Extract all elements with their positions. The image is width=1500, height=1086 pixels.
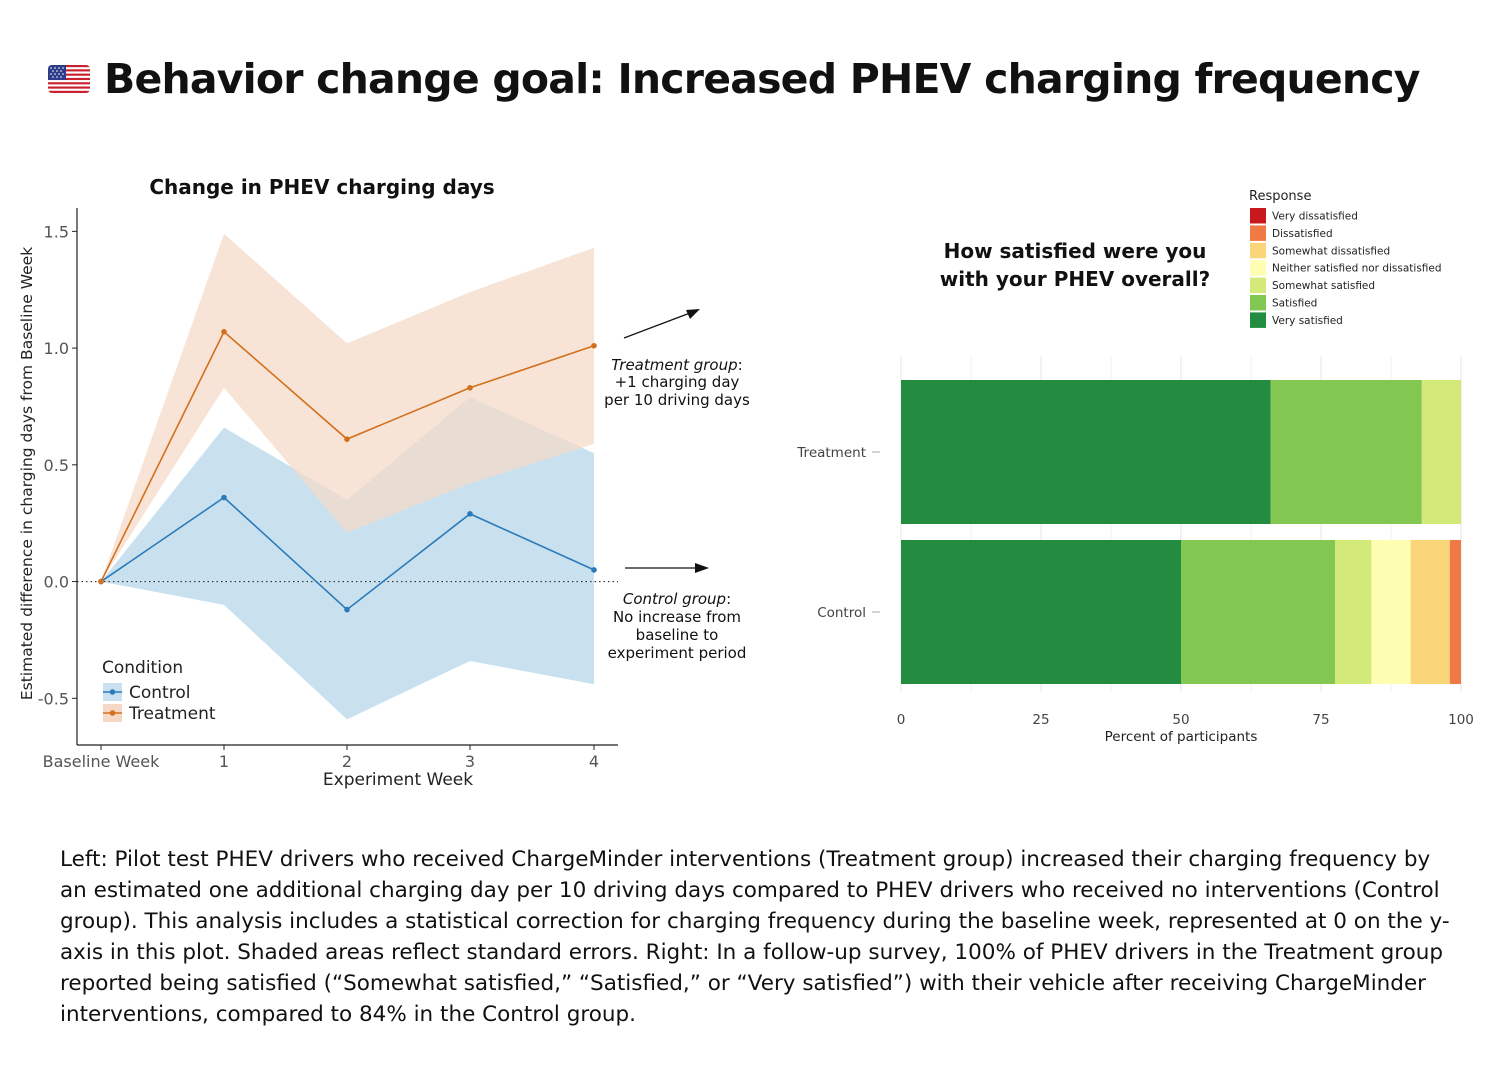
legend-label-treatment: Treatment [128,704,216,724]
us-flag-icon [48,65,90,93]
line-chart: Change in PHEV charging days -0.5 0.0 0.5 1.… [18,175,750,790]
x-tick-label: 100 [1448,712,1474,728]
stacked-bar-chart: Treatment Control 0 25 50 75 100 Percent of par… [796,189,1474,745]
annotation-treatment-line: +1 charging day [615,373,740,391]
y-axis-label: Estimated difference in charging days fr… [18,247,36,700]
bar-segment-control-neither-satisfied-nor-dissatisfied [1371,540,1411,684]
y-tick-label: 0.0 [44,573,69,592]
control-arrow-head [695,563,709,573]
legend-label-satisfied: Satisfied [1272,298,1317,310]
y-tick-label: 1.5 [44,222,69,241]
data-point-treatment [591,342,597,349]
legend-label-control: Control [129,683,190,703]
data-point-treatment [344,436,350,442]
y-tick-label-treatment: Treatment [796,445,866,461]
legend-label-very-satisfied: Very satisfied [1272,315,1343,327]
annotation-control-line: experiment period [608,644,747,662]
x-tick-label: 3 [465,752,475,771]
legend-title: Response [1249,189,1311,204]
bar-chart-title-line: with your PHEV overall? [940,267,1210,291]
data-point-treatment [467,384,473,391]
annotation-control-italic: Control group [623,590,726,608]
bar-segment-control-somewhat-satisfied [1335,540,1372,684]
legend-swatch-dissatisfied [1250,225,1266,241]
data-point-control [467,511,473,517]
legend-title: Condition [102,658,183,678]
data-point-treatment [221,328,227,335]
figure-caption: Left: Pilot test PHEV drivers who receiv… [60,847,1450,1027]
x-tick-label: 2 [342,752,352,771]
page-title-row: Behavior change goal: Increased PHEV cha… [48,44,1488,114]
bar-segment-control-somewhat-dissatisfied [1410,540,1450,684]
treatment-arrow-line [623,312,691,339]
legend-point-treatment [109,710,116,716]
x-tick-label: 0 [897,712,906,728]
treatment-arrow-head [686,309,700,319]
x-tick-label: 1 [219,752,229,771]
bar-segment-treatment-very-satisfied [901,380,1271,524]
band-treatment [101,233,594,582]
x-tick-label: 75 [1312,712,1329,728]
legend-label-neither-satisfied-nor-dissatisfied: Neither satisfied nor dissatisfied [1272,263,1442,275]
annotation-control-line: baseline to [636,626,719,644]
data-point-control [344,606,350,613]
annotation-treatment-line: per 10 driving days [604,391,750,409]
legend-label-dissatisfied: Dissatisfied [1272,228,1333,240]
bar-chart-title-line: How satisfied were you [944,239,1207,263]
bar-segment-control-dissatisfied [1449,540,1461,684]
y-tick-label: -0.5 [38,689,69,708]
bar-segment-treatment-somewhat-satisfied [1421,380,1461,524]
legend-label-somewhat-dissatisfied: Somewhat dissatisfied [1272,245,1390,257]
annotation-control-line: No increase from [613,608,741,626]
x-tick-label: 50 [1172,712,1189,728]
x-tick-label: Baseline Week [43,752,160,771]
y-tick-label: 1.0 [44,339,69,358]
legend-label-very-dissatisfied: Very dissatisfied [1272,211,1358,223]
x-tick-label: 25 [1032,712,1049,728]
data-point-control [591,567,597,573]
data-point-control [221,494,227,501]
bar-segment-treatment-satisfied [1270,380,1422,524]
legend-label-somewhat-satisfied: Somewhat satisfied [1272,280,1375,292]
bar-segment-control-satisfied [1181,540,1335,684]
legend-swatch-somewhat-dissatisfied [1250,242,1266,259]
legend-swatch-somewhat-satisfied [1250,277,1266,294]
legend-swatch-satisfied [1250,295,1266,311]
annotation-treatment-heading: Treatment group: [611,356,742,374]
annotation-treatment-italic: Treatment group [611,356,737,374]
annotation-control-colon: : [726,590,731,608]
legend-swatch-neither-satisfied-nor-dissatisfied [1250,260,1266,276]
x-axis-label: Experiment Week [323,770,473,790]
legend-swatch-very-dissatisfied [1250,208,1266,224]
data-point-treatment [98,578,104,585]
page-title: Behavior change goal: Increased PHEV cha… [104,55,1421,103]
annotation-control-heading: Control group: [623,590,731,608]
y-tick-label: 0.5 [44,456,69,475]
legend-point-control [109,689,116,695]
legend-swatch-very-satisfied [1250,312,1266,328]
x-tick-label: 4 [589,752,599,771]
line-chart-title: Change in PHEV charging days [149,175,494,199]
y-tick-label-control: Control [817,605,866,621]
x-axis-label: Percent of participants [1105,729,1258,745]
bar-segment-control-very-satisfied [901,540,1181,684]
annotation-treatment-colon: : [738,356,743,374]
